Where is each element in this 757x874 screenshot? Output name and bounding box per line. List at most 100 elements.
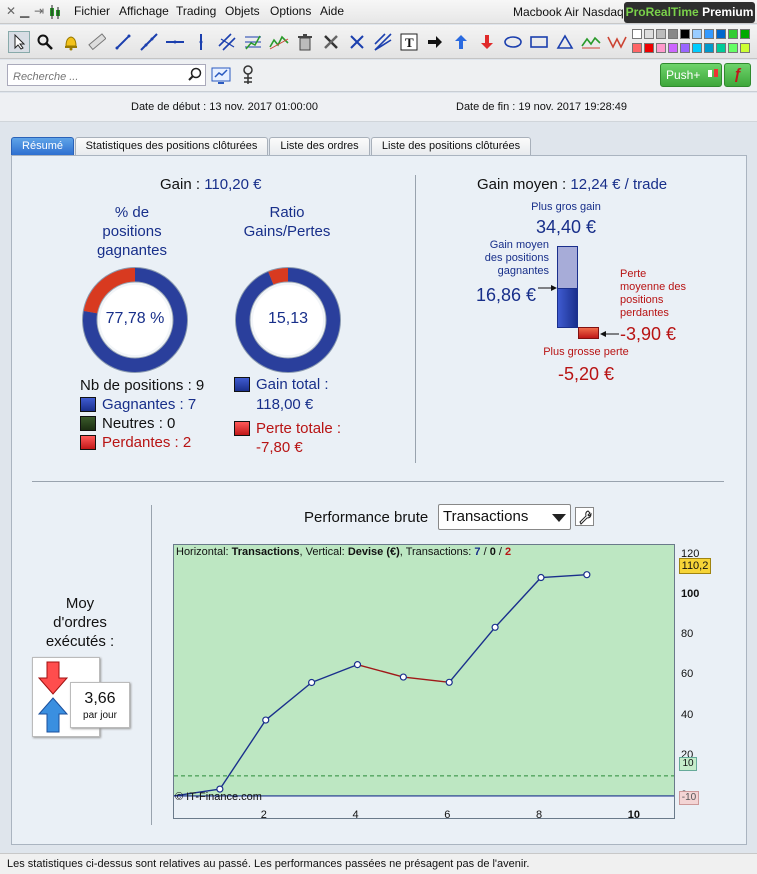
series-segment [265, 681, 313, 721]
color-swatch[interactable] [632, 29, 642, 39]
color-swatch[interactable] [668, 29, 678, 39]
ratio-donut-svg [235, 267, 341, 373]
color-swatch[interactable] [668, 43, 678, 53]
ratio-title: Ratio Gains/Pertes [234, 203, 340, 241]
color-swatch[interactable] [692, 29, 702, 39]
menu-options[interactable]: Options [270, 4, 312, 18]
color-swatch[interactable] [680, 29, 690, 39]
tab-stats-positions[interactable]: Statistiques des positions clôturées [75, 137, 268, 155]
minimize-window-icon[interactable]: ▁ [20, 4, 30, 18]
avg-orders-title: Moy d'ordres exécutés : [28, 594, 132, 651]
vertical-line-tool-icon[interactable] [190, 31, 212, 53]
avg-orders-title-line: d'ordres [53, 614, 107, 631]
arrow-up-tool-icon[interactable] [450, 31, 472, 53]
color-swatch[interactable] [632, 43, 642, 53]
channel-tool-icon[interactable] [216, 31, 238, 53]
text-tool-icon[interactable]: T [398, 31, 420, 53]
data-point [399, 673, 407, 681]
product-name: Macbook Air Nasdaq [513, 5, 624, 19]
legend-loss-count: 2 [505, 546, 512, 558]
cross-tool-icon[interactable] [346, 31, 368, 53]
tab-resume[interactable]: Résumé [11, 137, 74, 155]
avg-win-label: Gain moyen des positions gagnantes [459, 239, 549, 278]
win-rate-value: 77,78 % [105, 310, 165, 327]
fan-tool-icon[interactable] [372, 31, 394, 53]
tab-order-list[interactable]: Liste des ordres [269, 137, 370, 155]
color-swatch[interactable] [716, 43, 726, 53]
legend-neutral-count: 0 [489, 546, 496, 558]
color-swatch[interactable] [704, 29, 714, 39]
search-icon[interactable] [188, 67, 202, 84]
x-tick-label: 4 [352, 809, 359, 821]
close-window-icon[interactable]: ✕ [6, 4, 17, 18]
menu-fichier[interactable]: Fichier [74, 4, 111, 18]
loss-total-swatch [234, 421, 250, 436]
ellipse-tool-icon[interactable] [502, 31, 524, 53]
wave-tool-icon[interactable] [580, 31, 602, 53]
orders-per-day-unit: par jour [83, 710, 117, 721]
color-swatch[interactable] [644, 29, 654, 39]
chart-legend: Horizontal: Transactions, Vertical: Devi… [176, 546, 511, 558]
legend-sep: / [495, 546, 505, 558]
avg-gain-header: Gain moyen : 12,24 € / trade [477, 176, 667, 193]
trendline-tool-icon[interactable] [138, 31, 160, 53]
zigzag-tool-icon[interactable] [606, 31, 628, 53]
win-rate-title-line: gagnantes [96, 242, 168, 259]
last-value-tag: 110,2 [679, 558, 711, 574]
perf-settings-button[interactable] [575, 507, 594, 526]
delete-objects-icon[interactable] [294, 31, 316, 53]
color-swatch[interactable] [656, 29, 666, 39]
brand-name: ProRealTime [625, 5, 699, 19]
legend-t-label: , Transactions: [399, 546, 472, 558]
search-input[interactable] [7, 64, 206, 86]
zoom-tool-icon[interactable] [34, 31, 56, 53]
color-swatch[interactable] [728, 43, 738, 53]
color-swatch[interactable] [680, 43, 690, 53]
color-swatch[interactable] [692, 43, 702, 53]
menu-affichage[interactable]: Affichage [119, 4, 169, 18]
menu-trading[interactable]: Trading [176, 4, 217, 18]
avg-loss-label-line: Perte [620, 268, 647, 280]
ruler-tool-icon[interactable] [86, 31, 108, 53]
data-point [583, 571, 591, 579]
function-button[interactable]: ƒ [724, 63, 751, 87]
color-swatch[interactable] [656, 43, 666, 53]
pointer-tool-icon[interactable] [8, 31, 30, 53]
push-button[interactable]: Push+ [660, 63, 722, 87]
fibonacci-tool-icon[interactable] [242, 31, 264, 53]
horizontal-line-tool-icon[interactable] [164, 31, 186, 53]
avg-gain-value: 12,24 € / trade [570, 176, 668, 193]
order-ticket-icon[interactable] [238, 64, 258, 89]
chevron-down-icon[interactable] [549, 510, 569, 526]
avg-orders-title-line: Moy [65, 595, 95, 612]
color-swatch[interactable] [728, 29, 738, 39]
color-swatch[interactable] [704, 43, 714, 53]
color-palette[interactable] [632, 29, 750, 55]
segment-tool-icon[interactable] [112, 31, 134, 53]
y-tick-label: 100 [681, 588, 700, 601]
performance-chart-svg [173, 571, 674, 818]
menu-objets[interactable]: Objets [225, 4, 260, 18]
color-swatch[interactable] [740, 43, 750, 53]
tools-icon[interactable] [320, 31, 342, 53]
pattern-tool-icon[interactable] [268, 31, 290, 53]
alert-bell-icon[interactable] [60, 31, 82, 53]
arrow-right-tool-icon[interactable] [424, 31, 446, 53]
legend-sep: / [480, 546, 490, 558]
chart-copyright: © IT-Finance.com [175, 791, 262, 803]
screen-capture-icon[interactable] [210, 64, 232, 89]
color-swatch[interactable] [716, 29, 726, 39]
arrow-down-tool-icon[interactable] [476, 31, 498, 53]
color-swatch[interactable] [740, 29, 750, 39]
orders-per-day-value: 3,66 [84, 690, 116, 707]
below-zero-area [174, 795, 674, 818]
color-swatch[interactable] [644, 43, 654, 53]
legend-h-label: Horizontal: [176, 546, 229, 558]
menu-aide[interactable]: Aide [320, 4, 345, 18]
pin-window-icon[interactable]: ⇥ [34, 4, 45, 18]
data-point [353, 661, 362, 669]
perf-mode-select[interactable]: Transactions [438, 504, 571, 530]
triangle-tool-icon[interactable] [554, 31, 576, 53]
tab-closed-positions[interactable]: Liste des positions clôturées [371, 137, 531, 155]
rectangle-tool-icon[interactable] [528, 31, 550, 53]
